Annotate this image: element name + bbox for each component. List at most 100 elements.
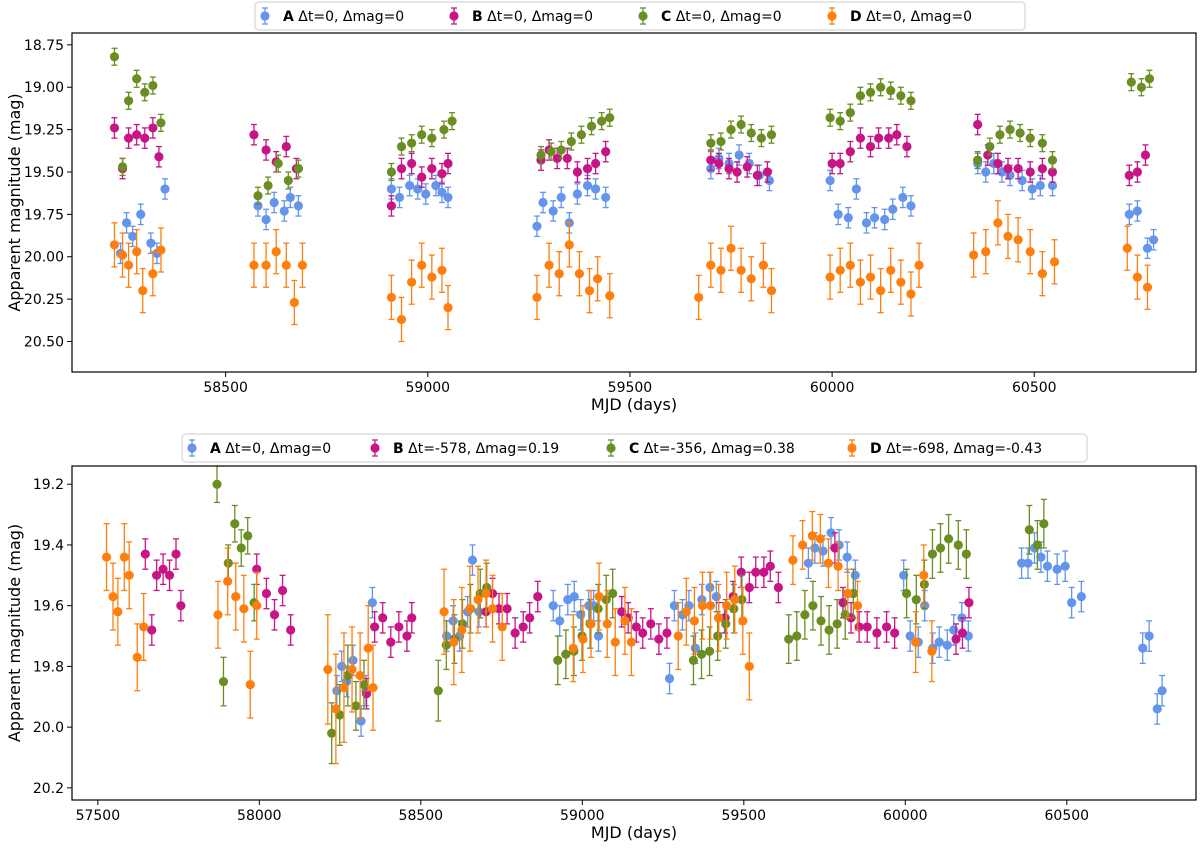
point-C bbox=[546, 147, 556, 157]
x-tick-label: 59000 bbox=[560, 808, 605, 824]
point-D bbox=[252, 601, 262, 611]
point-C bbox=[876, 82, 886, 92]
point-A bbox=[474, 607, 484, 617]
point-C bbox=[706, 138, 716, 148]
point-C bbox=[593, 604, 603, 614]
point-B bbox=[152, 570, 162, 580]
point-C bbox=[586, 121, 597, 131]
point-B bbox=[830, 543, 840, 553]
point-D bbox=[906, 289, 916, 299]
point-A bbox=[160, 184, 170, 194]
point-B bbox=[132, 130, 142, 140]
point-C bbox=[117, 162, 128, 172]
legend-label-key: B bbox=[393, 441, 404, 457]
point-B bbox=[443, 158, 453, 169]
point-D bbox=[593, 274, 603, 284]
series-D bbox=[101, 510, 937, 765]
point-A bbox=[367, 598, 377, 608]
point-B bbox=[724, 164, 734, 174]
point-D bbox=[714, 613, 724, 623]
point-B bbox=[601, 147, 611, 157]
legend-item-B: B Δt=-578, Δmag=0.19 bbox=[370, 439, 559, 457]
point-C bbox=[230, 519, 240, 529]
point-D bbox=[578, 634, 588, 644]
legend-label-key: A bbox=[283, 9, 294, 25]
legend-item-A: A Δt=0, Δmag=0 bbox=[187, 439, 331, 457]
point-A bbox=[1017, 175, 1027, 186]
chart-panel-2: 57500 58000 58500 59000 59500 60000 60500 19.2 1… bbox=[5, 433, 1197, 842]
point-B bbox=[631, 622, 641, 632]
point-B bbox=[396, 164, 407, 174]
plot-frame bbox=[71, 32, 1197, 373]
point-D bbox=[602, 619, 612, 629]
point-C bbox=[597, 116, 607, 126]
chart-panel-1: 58500 59000 59500 60000 60500 18.75 19.00 19.25… bbox=[5, 1, 1197, 414]
legend-label-note: Δt=0, Δmag=0 bbox=[483, 9, 593, 25]
point-C bbox=[935, 543, 946, 553]
point-B bbox=[140, 133, 150, 143]
point-C bbox=[359, 680, 369, 690]
point-C bbox=[124, 96, 134, 106]
point-D bbox=[865, 272, 876, 282]
point-D bbox=[231, 591, 241, 602]
point-D bbox=[481, 588, 491, 599]
point-D bbox=[845, 260, 855, 270]
point-D bbox=[138, 286, 148, 296]
point-C bbox=[608, 588, 618, 599]
legend-marker bbox=[370, 443, 380, 453]
point-A bbox=[1047, 180, 1058, 191]
legend-label-key: B bbox=[472, 9, 483, 25]
y-tick-label: 19.25 bbox=[24, 123, 64, 139]
series-A bbox=[332, 516, 1167, 737]
point-D bbox=[896, 277, 906, 287]
point-C bbox=[729, 604, 739, 614]
point-C bbox=[832, 619, 842, 629]
y-tick-label: 19.6 bbox=[33, 599, 64, 615]
point-C bbox=[156, 118, 166, 128]
point-A bbox=[764, 175, 775, 186]
point-B bbox=[902, 141, 912, 152]
point-B bbox=[148, 123, 158, 133]
point-D bbox=[1025, 247, 1035, 257]
point-B bbox=[714, 158, 724, 169]
point-A bbox=[532, 221, 542, 231]
point-A bbox=[1042, 561, 1053, 571]
point-A bbox=[356, 716, 366, 726]
point-D bbox=[766, 286, 777, 296]
point-B bbox=[762, 167, 773, 177]
point-A bbox=[1076, 591, 1086, 602]
point-C bbox=[407, 138, 417, 148]
y-tick-label: 19.50 bbox=[24, 165, 64, 181]
point-A bbox=[538, 197, 548, 208]
point-D bbox=[610, 637, 620, 647]
point-D bbox=[331, 704, 341, 714]
point-B bbox=[706, 155, 716, 165]
point-C bbox=[961, 549, 971, 559]
point-B bbox=[881, 622, 892, 632]
point-B bbox=[378, 613, 388, 623]
point-D bbox=[914, 260, 924, 270]
point-B bbox=[890, 628, 900, 638]
point-D bbox=[473, 595, 483, 605]
point-B bbox=[109, 123, 120, 133]
point-B bbox=[742, 162, 752, 172]
point-C bbox=[835, 116, 845, 126]
point-A bbox=[664, 673, 675, 684]
point-B bbox=[154, 152, 164, 162]
point-B bbox=[518, 622, 528, 632]
point-B bbox=[751, 567, 761, 577]
point-C bbox=[808, 601, 818, 611]
point-D bbox=[927, 646, 937, 656]
point-B bbox=[277, 585, 288, 596]
point-C bbox=[911, 595, 921, 605]
point-A bbox=[833, 209, 843, 219]
x-tick-label: 58500 bbox=[399, 808, 444, 824]
point-B bbox=[502, 604, 512, 614]
point-B bbox=[147, 625, 157, 635]
point-B bbox=[617, 607, 627, 617]
point-B bbox=[394, 622, 404, 632]
point-B bbox=[638, 628, 648, 638]
y-tick-label: 19.00 bbox=[24, 80, 64, 96]
legend-label: B Δt=-578, Δmag=0.19 bbox=[393, 441, 559, 457]
point-D bbox=[109, 240, 120, 250]
